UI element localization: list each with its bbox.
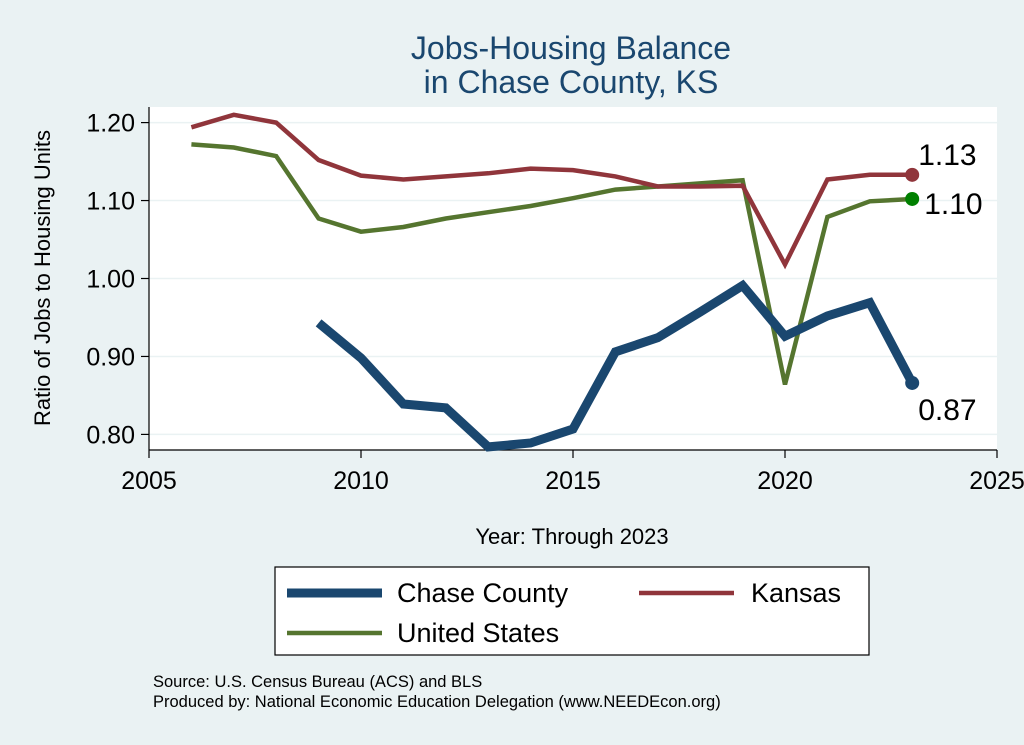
x-tick-label: 2005: [121, 467, 177, 495]
end-value-label: 1.10: [924, 188, 982, 221]
end-marker-chase-county: [905, 375, 920, 390]
x-axis-title: Year: Through 2023: [475, 524, 668, 549]
y-axis-title: Ratio of Jobs to Housing Units: [30, 130, 55, 426]
legend-label: United States: [397, 618, 559, 648]
y-tick-label: 1.20: [86, 110, 135, 138]
source-note-line: Source: U.S. Census Bureau (ACS) and BLS: [153, 673, 482, 691]
x-tick-label: 2015: [545, 467, 601, 495]
legend-label: Chase County: [397, 578, 569, 608]
end-marker-kansas: [905, 167, 920, 182]
series-line-kansas: [190, 112, 913, 270]
chart-title-line: in Chase County, KS: [424, 64, 719, 100]
source-note-line: Produced by: National Economic Education…: [153, 693, 721, 711]
y-tick-label: 0.80: [86, 421, 135, 449]
y-tick-label: 1.10: [86, 188, 135, 216]
end-value-label: 1.13: [918, 139, 976, 172]
x-tick-label: 2025: [969, 467, 1024, 495]
y-tick-label: 0.90: [86, 343, 135, 371]
chart-title-line: Jobs-Housing Balance: [411, 30, 731, 66]
series-line-united-states: [191, 142, 913, 386]
x-tick-label: 2020: [757, 467, 813, 495]
end-value-label: 0.87: [918, 394, 976, 427]
x-tick-label: 2010: [333, 467, 389, 495]
y-tick-label: 1.00: [86, 266, 135, 294]
legend-label: Kansas: [751, 578, 841, 608]
end-marker-united-states: [905, 191, 920, 206]
legend-box: [274, 566, 870, 656]
series-line-chase-county: [315, 279, 917, 452]
